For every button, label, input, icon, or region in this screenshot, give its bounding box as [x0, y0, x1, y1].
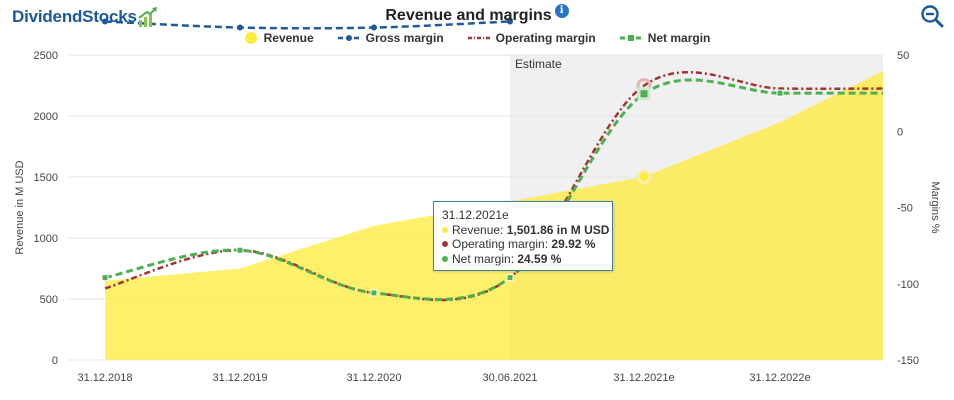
x-tick-label-4: 31.12.2021e: [613, 372, 674, 384]
chart-title-wrap: Revenue and margins i: [0, 4, 954, 25]
tooltip-net-value: 24.59 %: [517, 251, 562, 266]
info-icon[interactable]: i: [554, 4, 569, 18]
y-tick-label-1500: 1500: [34, 172, 58, 184]
legend: Revenue Gross margin Operating margin Ne…: [0, 31, 954, 45]
x-tick-label-1: 31.12.2019: [212, 372, 267, 384]
legend-item-gross-margin[interactable]: Gross margin: [337, 31, 444, 45]
legend-label-revenue: Revenue: [263, 31, 314, 45]
growth-arrow-icon: [138, 7, 157, 27]
x-tick-label-2: 31.12.2020: [346, 372, 401, 384]
y-tick-label-2500: 2500: [34, 50, 58, 62]
tooltip: 31.12.2021e Revenue: 1,501.86 in M USD O…: [433, 201, 613, 271]
y2-tick-label-50: 50: [897, 50, 909, 62]
legend-item-net-margin[interactable]: Net margin: [619, 31, 711, 45]
x-tick-label-5: 31.12.2022e: [749, 372, 810, 384]
tooltip-net-row: Net margin: 24.59 %: [442, 252, 604, 267]
net-margin-point-1: [236, 246, 244, 254]
legend-item-operating-margin[interactable]: Operating margin: [467, 31, 596, 45]
y2-axis-title: Margins %: [929, 182, 941, 234]
revenue-highlight-point: [636, 169, 652, 185]
gross-margin-point-1: [237, 24, 243, 31]
gross-margin-line: [104, 20, 511, 30]
gross-margin-point-0: [102, 18, 108, 25]
net-margin-point-0: [101, 274, 109, 282]
x-tick-label-3: 30.06.2021: [482, 372, 537, 384]
y2-tick-label--150: -150: [897, 355, 919, 367]
y2-tick-label--50: -50: [897, 203, 913, 215]
net-margin-point-3: [506, 274, 514, 282]
tooltip-revenue-label: Revenue:: [452, 222, 507, 237]
y-tick-label-2000: 2000: [34, 111, 58, 123]
tooltip-operating-row: Operating margin: 29.92 %: [442, 237, 604, 252]
legend-label-net-margin: Net margin: [647, 31, 711, 45]
y2-tick-label-0: 0: [897, 126, 903, 138]
y-axis-title: Revenue in M USD: [14, 160, 26, 254]
y-tick-label-1000: 1000: [34, 233, 58, 245]
net-margin-point-5: [776, 89, 784, 97]
tooltip-operating-value: 29.92 %: [551, 237, 596, 251]
legend-label-gross-margin: Gross margin: [365, 31, 444, 45]
net-margin-highlight-point: [637, 87, 651, 101]
y-tick-label-500: 500: [40, 294, 58, 306]
gross-margin-point-3: [507, 18, 513, 25]
estimate-label: Estimate: [515, 57, 562, 71]
tooltip-revenue-row: Revenue: 1,501.86 in M USD: [442, 222, 609, 238]
y2-tick-label--100: -100: [897, 279, 919, 291]
tooltip-revenue-value: 1,501.86 in M USD: [506, 222, 610, 237]
y-tick-label-0: 0: [52, 355, 58, 367]
tooltip-operating-label: Operating margin:: [452, 237, 552, 251]
zoom-out-icon[interactable]: [920, 4, 944, 33]
gross-margin-point-2: [371, 24, 377, 31]
chart-title: Revenue and margins: [385, 7, 552, 24]
legend-item-revenue[interactable]: Revenue: [244, 31, 314, 45]
tooltip-net-label: Net margin:: [452, 251, 518, 266]
x-tick-label-0: 31.12.2018: [77, 372, 132, 384]
logo-text: DividendStocks: [12, 7, 137, 26]
legend-label-operating-margin: Operating margin: [495, 31, 596, 45]
tooltip-date: 31.12.2021e: [442, 208, 509, 222]
logo[interactable]: DividendStocks: [12, 6, 158, 28]
net-margin-point-2: [370, 289, 378, 297]
